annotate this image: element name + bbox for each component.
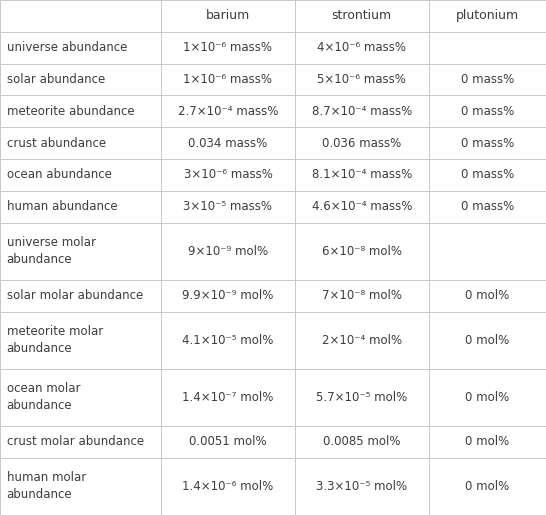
Text: 4×10⁻⁶ mass%: 4×10⁻⁶ mass% bbox=[317, 41, 406, 54]
Text: 1×10⁻⁶ mass%: 1×10⁻⁶ mass% bbox=[183, 41, 272, 54]
Text: 0 mass%: 0 mass% bbox=[461, 73, 514, 86]
Text: solar abundance: solar abundance bbox=[7, 73, 105, 86]
Text: 0 mol%: 0 mol% bbox=[465, 480, 509, 493]
Text: 0.0085 mol%: 0.0085 mol% bbox=[323, 435, 400, 449]
Text: human molar
abundance: human molar abundance bbox=[7, 471, 86, 502]
Text: 0 mass%: 0 mass% bbox=[461, 105, 514, 118]
Text: crust abundance: crust abundance bbox=[7, 136, 106, 149]
Text: 3.3×10⁻⁵ mol%: 3.3×10⁻⁵ mol% bbox=[316, 480, 407, 493]
Text: 3×10⁻⁵ mass%: 3×10⁻⁵ mass% bbox=[183, 200, 272, 213]
Text: 9.9×10⁻⁹ mol%: 9.9×10⁻⁹ mol% bbox=[182, 289, 274, 302]
Text: 8.7×10⁻⁴ mass%: 8.7×10⁻⁴ mass% bbox=[312, 105, 412, 118]
Text: ocean abundance: ocean abundance bbox=[7, 168, 111, 181]
Text: 6×10⁻⁸ mol%: 6×10⁻⁸ mol% bbox=[322, 245, 402, 258]
Text: meteorite molar
abundance: meteorite molar abundance bbox=[7, 325, 103, 355]
Text: 3×10⁻⁶ mass%: 3×10⁻⁶ mass% bbox=[183, 168, 272, 181]
Text: 5.7×10⁻⁵ mol%: 5.7×10⁻⁵ mol% bbox=[316, 391, 407, 404]
Text: 0 mass%: 0 mass% bbox=[461, 136, 514, 149]
Text: 0 mol%: 0 mol% bbox=[465, 391, 509, 404]
Text: 4.6×10⁻⁴ mass%: 4.6×10⁻⁴ mass% bbox=[312, 200, 412, 213]
Text: 5×10⁻⁶ mass%: 5×10⁻⁶ mass% bbox=[317, 73, 406, 86]
Text: 8.1×10⁻⁴ mass%: 8.1×10⁻⁴ mass% bbox=[312, 168, 412, 181]
Text: crust molar abundance: crust molar abundance bbox=[7, 435, 144, 449]
Text: 2.7×10⁻⁴ mass%: 2.7×10⁻⁴ mass% bbox=[178, 105, 278, 118]
Text: 2×10⁻⁴ mol%: 2×10⁻⁴ mol% bbox=[322, 334, 402, 347]
Text: 1.4×10⁻⁷ mol%: 1.4×10⁻⁷ mol% bbox=[182, 391, 274, 404]
Text: 0 mol%: 0 mol% bbox=[465, 435, 509, 449]
Text: 1×10⁻⁶ mass%: 1×10⁻⁶ mass% bbox=[183, 73, 272, 86]
Text: 7×10⁻⁸ mol%: 7×10⁻⁸ mol% bbox=[322, 289, 402, 302]
Text: 0.0051 mol%: 0.0051 mol% bbox=[189, 435, 267, 449]
Text: universe molar
abundance: universe molar abundance bbox=[7, 236, 96, 266]
Text: strontium: strontium bbox=[331, 9, 392, 22]
Text: 1.4×10⁻⁶ mol%: 1.4×10⁻⁶ mol% bbox=[182, 480, 274, 493]
Text: plutonium: plutonium bbox=[456, 9, 519, 22]
Text: 4.1×10⁻⁵ mol%: 4.1×10⁻⁵ mol% bbox=[182, 334, 274, 347]
Text: solar molar abundance: solar molar abundance bbox=[7, 289, 143, 302]
Text: barium: barium bbox=[206, 9, 250, 22]
Text: 0.036 mass%: 0.036 mass% bbox=[322, 136, 401, 149]
Text: 0.034 mass%: 0.034 mass% bbox=[188, 136, 268, 149]
Text: 0 mass%: 0 mass% bbox=[461, 200, 514, 213]
Text: universe abundance: universe abundance bbox=[7, 41, 127, 54]
Text: 0 mol%: 0 mol% bbox=[465, 289, 509, 302]
Text: human abundance: human abundance bbox=[7, 200, 117, 213]
Text: 0 mass%: 0 mass% bbox=[461, 168, 514, 181]
Text: 0 mol%: 0 mol% bbox=[465, 334, 509, 347]
Text: meteorite abundance: meteorite abundance bbox=[7, 105, 134, 118]
Text: 9×10⁻⁹ mol%: 9×10⁻⁹ mol% bbox=[188, 245, 268, 258]
Text: ocean molar
abundance: ocean molar abundance bbox=[7, 382, 80, 413]
